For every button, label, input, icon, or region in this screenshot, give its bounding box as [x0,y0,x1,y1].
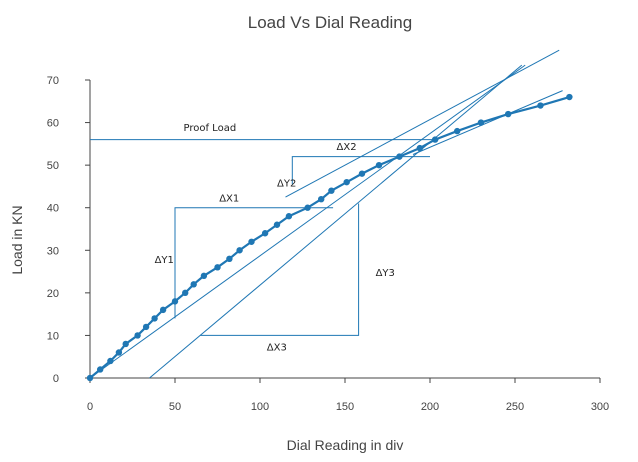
data-point [159,306,167,314]
data-point [304,204,311,211]
annotation-label: ΔY3 [376,268,395,279]
y-tick-label: 10 [47,330,59,342]
data-point [416,144,423,152]
y-tick-label: 70 [47,75,59,87]
x-axis-label: Dial Reading in div [287,437,404,453]
construction-line [174,207,334,319]
data-point [431,136,439,143]
x-axis-ticks: 0 50 100 150 200 250 300 [87,378,609,413]
y-tick-label: 60 [47,118,59,130]
chart-annotations: Proof Load ΔX1 ΔY1 ΔX2 ΔY2 ΔX3 ΔY3 [155,123,395,353]
data-point [236,247,243,254]
y-tick-label: 40 [47,203,59,215]
data-point [328,187,335,194]
annotation-label: ΔX1 [219,193,239,204]
data-point [171,298,179,305]
y-tick-label: 30 [47,245,59,257]
reference-lines [89,49,563,379]
data-point [537,102,544,109]
construction-lines [90,139,439,336]
tangent-line [285,49,560,198]
data-point [505,110,512,118]
tangent-line [149,64,523,379]
data-point [454,127,461,135]
x-tick-label: 200 [421,401,439,413]
data-point [122,340,129,348]
x-tick-label: 250 [506,401,524,413]
data-point [151,315,158,322]
annotation-label: ΔX3 [267,342,287,353]
data-point [273,221,281,228]
x-tick-label: 50 [169,401,181,413]
data-point [190,281,197,288]
data-point [396,153,403,160]
chart-title: Load Vs Dial Reading [248,13,412,32]
tangent-line [412,90,563,155]
data-point [358,170,366,177]
data-point [375,161,383,169]
y-tick-label: 0 [53,373,59,385]
data-point [182,289,189,297]
data-point [248,238,255,245]
data-point [477,119,485,126]
annotation-label: ΔX2 [337,142,357,153]
annotation-label: Proof Load [184,123,237,134]
x-tick-label: 100 [251,401,269,413]
x-tick-label: 0 [87,401,93,413]
annotation-label: ΔY1 [155,255,174,266]
construction-line [200,203,360,336]
data-point [115,349,123,356]
y-axis-ticks: 0 10 20 30 40 50 60 70 [47,75,90,385]
y-tick-label: 20 [47,288,59,300]
data-point [97,366,104,373]
data-point [200,272,208,280]
annotation-label: ΔY2 [277,178,296,189]
y-tick-label: 50 [47,160,59,172]
data-point [107,357,114,365]
data-point [566,93,573,101]
data-point [285,213,293,220]
data-point [343,178,350,186]
tangent-line [89,64,526,379]
x-tick-label: 150 [336,401,354,413]
x-tick-label: 300 [591,401,609,413]
data-point [261,230,269,237]
data-series [86,93,573,382]
data-point [86,374,94,382]
data-point [214,264,221,271]
data-point [318,196,325,203]
y-axis-label: Load in KN [9,205,25,274]
data-point [134,332,141,339]
data-point [226,255,233,262]
data-point [142,323,150,331]
construction-line [291,156,430,185]
series-line [89,95,570,379]
